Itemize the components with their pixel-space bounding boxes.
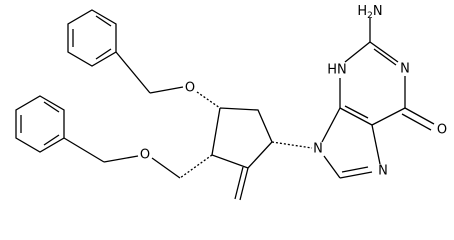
- atom-n1: N: [400, 62, 410, 77]
- atom-o6: O: [437, 123, 447, 138]
- atom-n9: N: [313, 142, 323, 157]
- amino-n: N: [373, 4, 383, 19]
- atom-n7: N: [378, 164, 388, 179]
- amino-subscript: 2: [367, 11, 373, 21]
- amino-label: H2N: [357, 4, 382, 21]
- molecule-diagram: H2N N HN N N O O O: [15, 4, 447, 201]
- amino-h: H: [357, 4, 367, 19]
- atom-o-upper: O: [185, 81, 195, 96]
- atom-o-lower: O: [140, 148, 150, 163]
- atom-n3: HN: [327, 63, 347, 78]
- atom-labels: H2N N HN N N O O O: [140, 4, 447, 179]
- bonds: [15, 9, 435, 201]
